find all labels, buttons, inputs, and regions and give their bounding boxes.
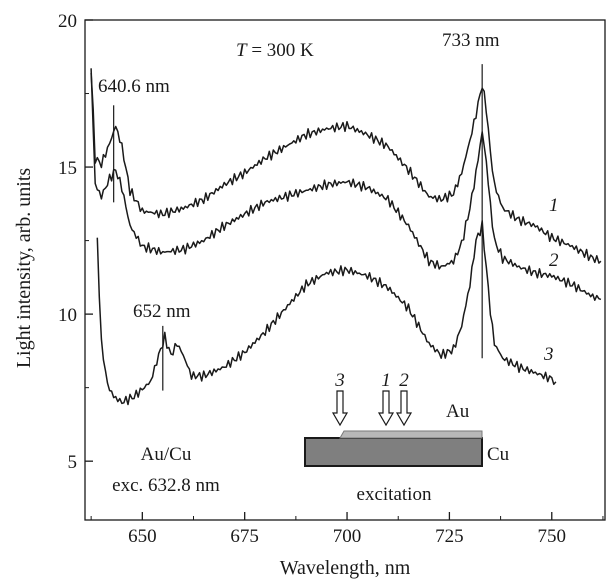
- y-axis-title: Light intensity, arb. units: [13, 168, 35, 369]
- peak-640-label: 640.6 nm: [98, 76, 170, 97]
- x-tick-label-675: 675: [230, 526, 259, 547]
- y-tick-label-15: 15: [58, 158, 77, 179]
- curve-label-2: 2: [549, 250, 559, 271]
- series-line-1: [90, 72, 602, 264]
- curve-label-1: 1: [549, 195, 559, 216]
- gold-film: [339, 430, 483, 439]
- series-group: [90, 68, 602, 406]
- sample-inset: Au Cu excitation 3 1 2: [304, 370, 510, 505]
- y-tick-label-10: 10: [58, 305, 77, 326]
- x-tick-label-725: 725: [435, 526, 464, 547]
- arrow-label-1: 1: [381, 370, 391, 391]
- arrow-3: 3: [331, 370, 349, 427]
- sample-label: Au/Cu: [141, 444, 192, 465]
- curve-label-3: 3: [543, 344, 554, 365]
- peak-652-label: 652 nm: [133, 301, 191, 322]
- x-tick-label-750: 750: [538, 526, 567, 547]
- tick-labels: 650 675 700 725 750 5 10 15 20: [58, 11, 566, 547]
- y-tick-label-5: 5: [68, 452, 78, 473]
- axis-ticks: [85, 19, 604, 520]
- x-tick-label-650: 650: [128, 526, 157, 547]
- arrow-label-3: 3: [334, 370, 345, 391]
- series-line-3: [96, 219, 557, 406]
- y-tick-label-20: 20: [58, 11, 77, 32]
- x-tick-label-700: 700: [333, 526, 362, 547]
- plot-frame: [84, 19, 606, 521]
- peak-733-label: 733 nm: [442, 30, 500, 51]
- copper-substrate: [304, 437, 483, 467]
- x-axis-title: Wavelength, nm: [280, 557, 411, 579]
- series-line-2: [90, 68, 602, 301]
- arrow-1: 1: [377, 370, 395, 427]
- excitation-caption: excitation: [357, 484, 432, 505]
- peak-markers: [113, 64, 483, 391]
- excitation-line-label: exc. 632.8 nm: [112, 475, 220, 496]
- gold-label: Au: [446, 401, 470, 422]
- copper-label: Cu: [487, 444, 510, 465]
- arrow-label-2: 2: [399, 370, 409, 391]
- temperature-label: T = 300 K: [236, 40, 314, 61]
- arrow-2: 2: [395, 370, 413, 427]
